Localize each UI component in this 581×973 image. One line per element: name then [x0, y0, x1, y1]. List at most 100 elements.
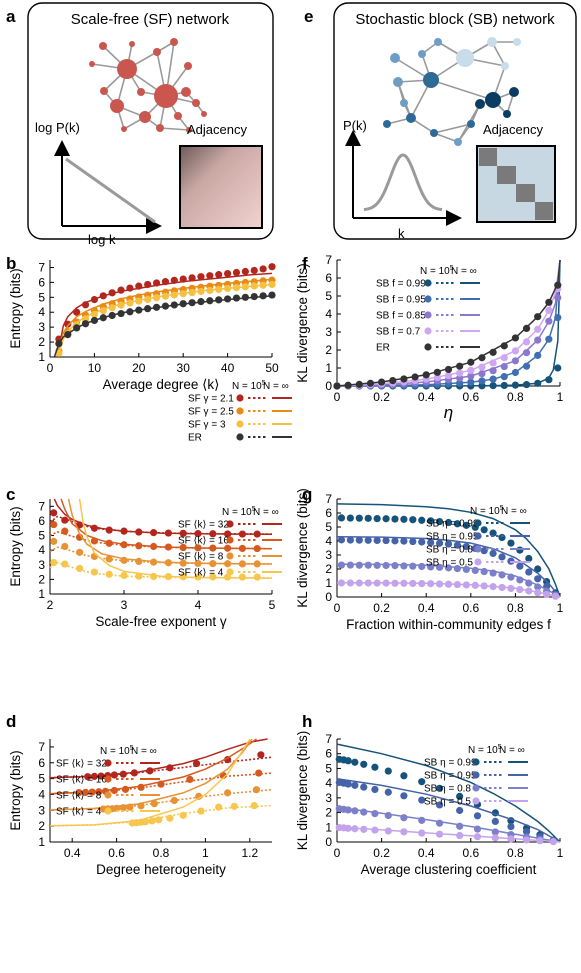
data-point — [50, 558, 58, 567]
data-point — [378, 378, 386, 386]
network-node — [174, 112, 182, 120]
data-point — [215, 271, 223, 279]
data-point — [534, 351, 542, 359]
data-point — [337, 579, 346, 587]
data-point — [360, 783, 368, 791]
data-point — [209, 530, 217, 538]
data-point — [344, 824, 352, 832]
legend-marker — [226, 552, 234, 560]
panel-e-xlabel: k — [398, 226, 405, 241]
data-point — [90, 524, 98, 532]
series-sb-0-5 — [336, 579, 561, 600]
data-point — [462, 521, 470, 529]
data-point — [144, 295, 152, 303]
data-point — [511, 368, 519, 377]
legend-label: SF ⟨k⟩ = 4 — [178, 568, 224, 579]
network-node — [99, 42, 107, 50]
data-point — [337, 536, 346, 544]
data-point — [444, 564, 453, 572]
data-point — [268, 263, 276, 271]
data-point — [161, 292, 170, 300]
y-tick-label: 6 — [325, 747, 332, 761]
y-tick-label: 1 — [325, 361, 332, 375]
x-tick-label: 2 — [47, 598, 54, 612]
y-tick-label: 6 — [38, 514, 45, 528]
data-point — [456, 831, 464, 840]
data-point — [117, 301, 125, 309]
data-point — [435, 819, 444, 827]
legend-marker — [472, 784, 480, 792]
data-point — [456, 822, 464, 830]
data-point — [148, 817, 156, 825]
network-node — [110, 99, 124, 113]
data-point — [467, 366, 475, 374]
y-tick-label: 1 — [325, 576, 332, 590]
x-tick-label: 0.4 — [418, 390, 435, 404]
data-point — [255, 769, 263, 777]
data-point — [473, 833, 482, 841]
data-point — [400, 537, 408, 545]
y-axis-label: Entropy (bits) — [8, 268, 23, 348]
data-point — [400, 772, 408, 780]
data-point — [489, 583, 497, 591]
data-point — [355, 380, 363, 388]
data-point — [516, 576, 524, 584]
data-point — [522, 828, 531, 836]
y-tick-label: 5 — [325, 289, 332, 303]
data-point — [55, 339, 63, 348]
data-point — [511, 381, 519, 389]
panel-letter-c: c — [6, 485, 15, 504]
network-node — [156, 124, 164, 132]
network-node — [454, 138, 462, 146]
panel-letter-e: e — [304, 7, 313, 26]
data-point — [400, 579, 408, 587]
network-node — [430, 129, 438, 137]
data-point — [64, 331, 72, 339]
data-point — [150, 800, 158, 808]
data-point — [126, 308, 134, 316]
legend-marker — [104, 775, 112, 783]
data-point — [188, 288, 196, 297]
data-point — [543, 590, 551, 599]
data-point — [108, 304, 116, 312]
x-tick-label: 30 — [177, 361, 191, 375]
data-point — [209, 544, 217, 552]
data-point — [382, 561, 390, 570]
data-point — [467, 378, 475, 386]
adjacency-block — [497, 166, 516, 184]
data-point — [355, 514, 363, 522]
data-point — [435, 830, 444, 838]
sb-network-illustration — [383, 37, 521, 146]
data-point — [444, 371, 453, 380]
legend-label: SF γ = 2.5 — [188, 407, 234, 418]
legend-label: ER — [188, 433, 202, 444]
x-tick-label: 0.8 — [507, 601, 524, 615]
legend-label: SB f = 0.85 — [376, 311, 426, 322]
data-point — [224, 530, 232, 538]
x-tick-label: 1.2 — [241, 846, 258, 860]
infinite-theory-line — [336, 777, 561, 843]
x-tick-label: 1 — [557, 601, 564, 615]
data-point — [135, 572, 143, 580]
network-node — [406, 113, 416, 123]
legend-label: SB η = 0.5 — [424, 797, 471, 808]
data-point — [192, 759, 201, 768]
panel-a-xlabel: log k — [88, 232, 116, 247]
y-axis-label: KL divergence (bits) — [295, 731, 310, 851]
data-point — [364, 536, 372, 544]
data-point — [500, 362, 508, 371]
data-point — [545, 317, 553, 325]
panel-a: a Scale-free (SF) network log P(k) log k… — [6, 2, 274, 247]
legend-label: SF ⟨k⟩ = 16 — [56, 775, 107, 786]
data-point — [253, 530, 261, 538]
legend-header-superscript: 5 — [500, 505, 504, 512]
legend-header-finite: N = 105 — [420, 265, 454, 277]
data-point — [259, 292, 267, 300]
panel-e-adjacency-label: Adjacency — [483, 122, 543, 137]
y-tick-label: 0 — [325, 590, 332, 604]
legend-label: SB f = 0.95 — [376, 295, 426, 306]
data-point — [126, 284, 134, 292]
y-tick-label: 2 — [325, 562, 332, 576]
